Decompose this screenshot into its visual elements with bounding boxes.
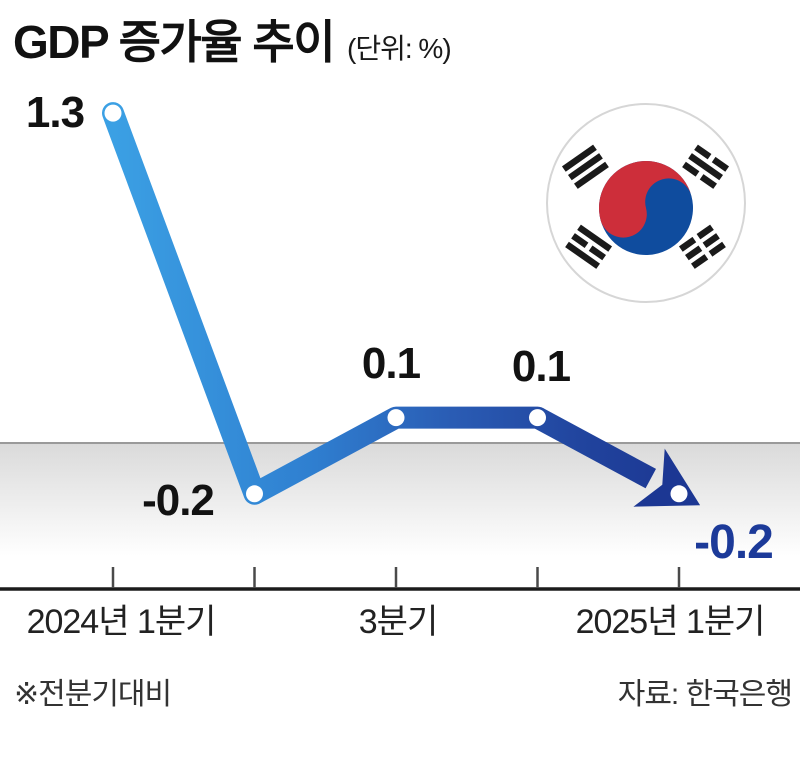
data-point-marker [246,485,263,503]
trigram-gon [678,224,726,269]
axis-ticks [111,567,681,588]
trend-arrow-shaft [532,407,657,489]
trigram-ri [565,224,613,269]
page-title: GDP 증가율 추이 [13,16,336,68]
data-point-markers [104,104,688,503]
gdp-line [102,102,549,505]
value-label-2024q1: 1.3 [25,88,85,137]
value-label-2025q1-highlight: -0.2 [694,516,774,569]
value-label-2024q3: 0.1 [361,339,421,388]
data-point-marker [387,409,405,427]
x-axis-label-2024q1: 2024년 1분기 [26,603,217,641]
unit-note: (단위: %) [347,33,452,64]
page-title-row: GDP 증가율 추이 (단위: %) [13,6,452,72]
footnote: ※전분기대비 [14,678,172,711]
value-label-2024q2: -0.2 [142,476,215,525]
source-label: 자료: 한국은행 [617,678,793,711]
data-point-marker [104,104,122,122]
value-label-2024q4: 0.1 [511,342,571,391]
x-axis-label-2025q1: 2025년 1분기 [575,603,766,641]
data-point-marker [529,409,546,427]
trigram-gam [682,144,730,189]
trigram-geon [561,144,609,189]
x-axis-label-q3: 3분기 [358,603,438,641]
data-point-marker [670,485,688,503]
taegeuk-symbol [599,161,693,255]
korea-flag-icon [546,103,746,303]
